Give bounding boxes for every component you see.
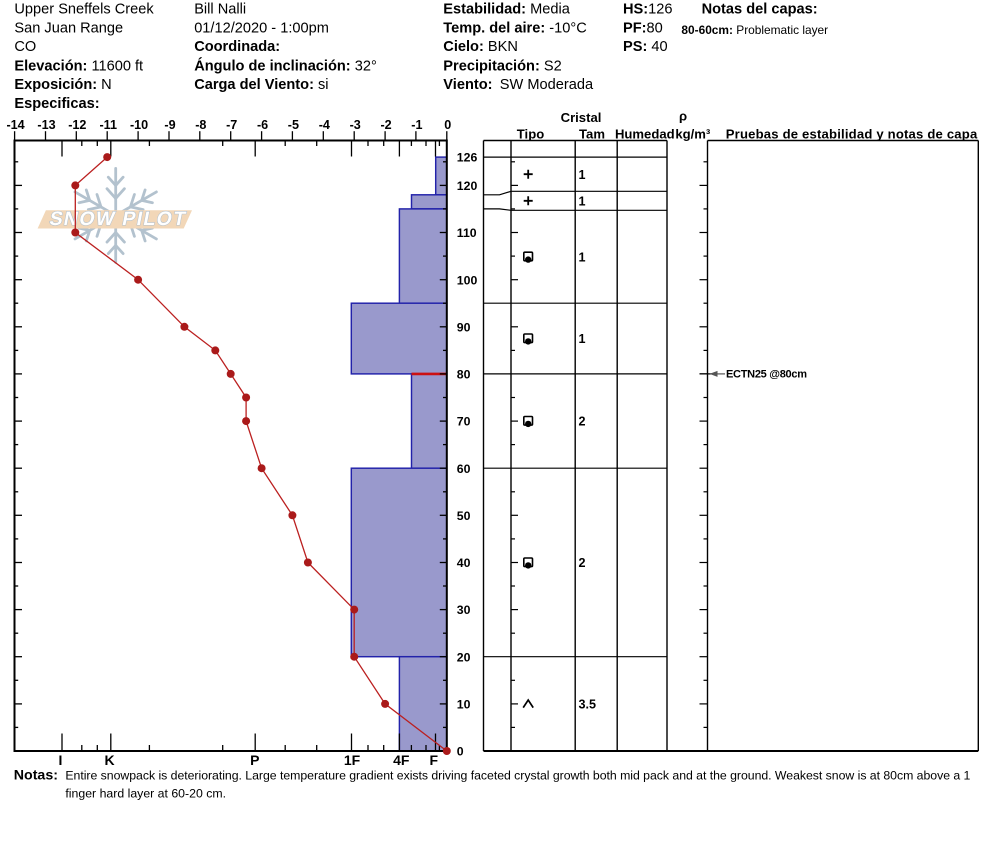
svg-text:SNOW PILOT: SNOW PILOT (48, 208, 189, 230)
svg-text:-4: -4 (319, 118, 330, 132)
svg-text:Coordinada:: Coordinada: (194, 39, 280, 55)
svg-text:-2: -2 (380, 118, 391, 132)
svg-text:K: K (104, 752, 114, 768)
svg-text:PF:80: PF:80 (623, 20, 663, 36)
svg-text:90: 90 (457, 320, 471, 334)
svg-text:Notas:: Notas: (14, 768, 58, 784)
svg-text:01/12/2020 - 1:00pm: 01/12/2020 - 1:00pm (194, 20, 329, 36)
svg-text:kg/m³: kg/m³ (675, 127, 711, 142)
svg-text:Cristal: Cristal (561, 110, 602, 125)
svg-text:0: 0 (444, 118, 451, 132)
svg-text:Viento: SW Moderada: Viento: SW Moderada (443, 77, 594, 93)
svg-text:10: 10 (457, 698, 471, 712)
svg-text:110: 110 (457, 226, 477, 240)
svg-text:80-60cm: Problematic layer: 80-60cm: Problematic layer (681, 23, 828, 37)
svg-text:Upper Sneffels Creek: Upper Sneffels Creek (14, 2, 154, 18)
svg-text:Exposición: N: Exposición: N (14, 77, 111, 93)
svg-text:Temp. del aire: -10°C: Temp. del aire: -10°C (443, 20, 586, 36)
svg-text:PS: 40: PS: 40 (623, 39, 668, 55)
svg-text:1F: 1F (344, 752, 361, 768)
svg-text:1: 1 (579, 250, 586, 264)
svg-text:HS:126: HS:126 (623, 2, 673, 18)
svg-text:Cielo: BKN: Cielo: BKN (443, 39, 518, 55)
svg-text:80: 80 (457, 368, 471, 382)
svg-text:0: 0 (457, 745, 464, 759)
svg-text:70: 70 (457, 415, 471, 429)
svg-text:-9: -9 (164, 118, 175, 132)
svg-text:Humedad: Humedad (615, 127, 675, 142)
svg-text:100: 100 (457, 273, 478, 287)
svg-text:Especificas:: Especificas: (14, 96, 99, 112)
svg-text:Estabilidad: Media: Estabilidad: Media (443, 2, 570, 18)
svg-text:-13: -13 (37, 118, 55, 132)
svg-text:20: 20 (457, 650, 471, 664)
svg-text:-1: -1 (411, 118, 422, 132)
svg-text:Tam: Tam (579, 127, 605, 142)
svg-text:finger hard layer at 60-20 cm.: finger hard layer at 60-20 cm. (65, 786, 226, 800)
svg-text:Entire snowpack is deteriorati: Entire snowpack is deteriorating. Large … (65, 769, 970, 783)
svg-text:F: F (430, 752, 439, 768)
svg-text:Notas del capas:: Notas del capas: (702, 2, 818, 18)
svg-text:2: 2 (579, 556, 586, 570)
svg-text:120: 120 (457, 179, 478, 193)
svg-text:ECTN25 @80cm: ECTN25 @80cm (726, 368, 807, 380)
svg-text:Tipo: Tipo (517, 127, 544, 142)
svg-text:30: 30 (457, 603, 471, 617)
svg-text:1: 1 (579, 332, 586, 346)
svg-text:126: 126 (457, 151, 478, 165)
svg-text:Ángulo de inclinación: 32°: Ángulo de inclinación: 32° (194, 57, 377, 74)
svg-text:CO: CO (14, 39, 36, 55)
svg-text:-8: -8 (195, 118, 206, 132)
svg-text:40: 40 (457, 556, 471, 570)
svg-text:1: 1 (579, 168, 586, 182)
svg-text:-10: -10 (130, 118, 148, 132)
svg-text:1: 1 (579, 194, 586, 208)
svg-text:Elevación: 11600 ft: Elevación: 11600 ft (14, 58, 143, 74)
svg-text:Pruebas de estabilidad y notas: Pruebas de estabilidad y notas de capa (726, 127, 978, 142)
svg-text:Precipitación: S2: Precipitación: S2 (443, 58, 561, 74)
svg-text:2: 2 (579, 415, 586, 429)
svg-text:-5: -5 (288, 118, 299, 132)
svg-text:-7: -7 (226, 118, 237, 132)
svg-text:-11: -11 (99, 118, 117, 132)
svg-text:50: 50 (457, 509, 471, 523)
svg-text:San Juan Range: San Juan Range (14, 20, 123, 36)
svg-text:3.5: 3.5 (579, 698, 597, 712)
svg-text:-6: -6 (257, 118, 268, 132)
svg-text:Bill Nalli: Bill Nalli (194, 2, 246, 18)
svg-text:I: I (59, 752, 63, 768)
svg-text:4F: 4F (393, 752, 410, 768)
svg-text:-14: -14 (6, 118, 24, 132)
svg-text:Carga del Viento: si: Carga del Viento: si (194, 77, 328, 93)
svg-text:ρ: ρ (679, 108, 687, 123)
svg-text:60: 60 (457, 462, 471, 476)
svg-text:-3: -3 (350, 118, 361, 132)
svg-text:P: P (250, 752, 259, 768)
svg-text:-12: -12 (68, 118, 86, 132)
